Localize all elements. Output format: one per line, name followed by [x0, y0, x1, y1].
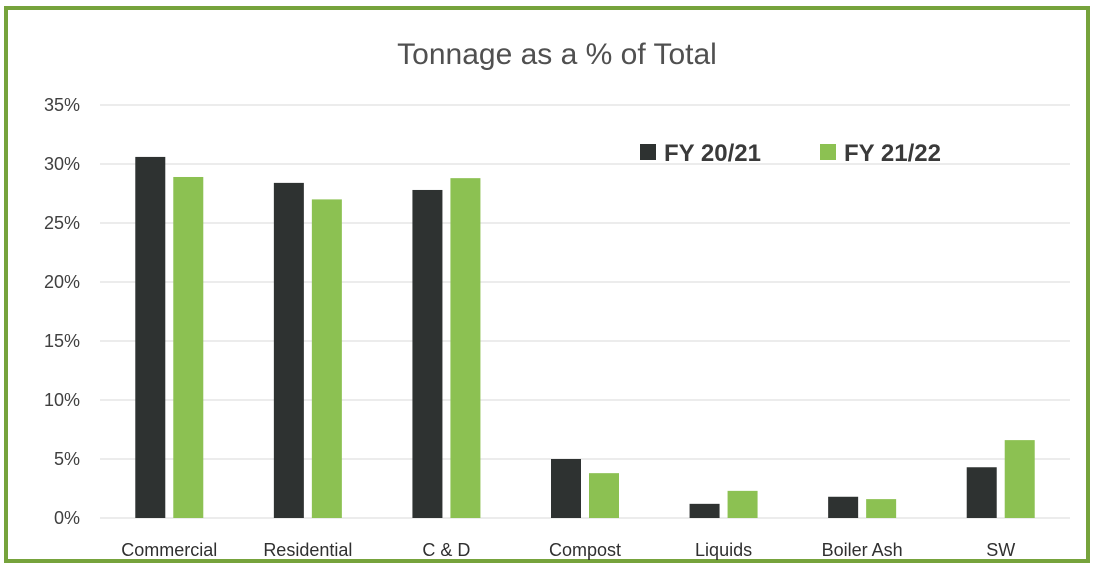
x-category-label: C & D	[422, 540, 470, 560]
bar-liquids-series-2	[727, 490, 758, 518]
x-category-label: Commercial	[121, 540, 217, 560]
bar-boiler-ash-series-1	[828, 496, 859, 518]
bar-compost-series-2	[589, 473, 619, 518]
bar-boiler-ash-series-2	[866, 499, 897, 518]
x-category-label: SW	[986, 540, 1015, 560]
bar-sw-series-2	[1004, 440, 1035, 518]
y-axis: 0% 5% 10% 15% 20% 25% 30% 35%	[44, 95, 80, 528]
y-tick-label: 0%	[54, 508, 80, 528]
legend-label: FY 20/21	[664, 140, 761, 167]
bar-residential-series-1	[273, 182, 304, 518]
bar-c-d-series-2	[450, 178, 481, 518]
x-axis: Commercial Residential C & D Compost Liquids…	[121, 540, 1015, 560]
bar-residential-series-2	[311, 199, 342, 518]
y-tick-label: 25%	[44, 213, 80, 233]
y-tick-label: 35%	[44, 95, 80, 115]
gridlines	[100, 104, 1070, 519]
bars	[135, 156, 1035, 519]
legend: FY 20/21 FY 21/22	[640, 140, 941, 167]
bar-liquids-series-1	[689, 503, 720, 518]
legend-swatch	[640, 144, 656, 160]
x-category-label: Residential	[263, 540, 352, 560]
x-category-label: Liquids	[695, 540, 752, 560]
legend-label: FY 21/22	[844, 140, 941, 167]
y-tick-label: 10%	[44, 390, 80, 410]
x-category-label: Boiler Ash	[822, 540, 903, 560]
bar-commercial-series-2	[173, 176, 204, 519]
y-tick-label: 5%	[54, 449, 80, 469]
legend-swatch	[820, 144, 836, 160]
x-category-label: Compost	[549, 540, 621, 560]
bar-commercial-series-1	[135, 156, 166, 519]
chart-title: Tonnage as a % of Total	[397, 38, 717, 71]
y-tick-label: 15%	[44, 331, 80, 351]
y-tick-label: 20%	[44, 272, 80, 292]
bar-sw-series-1	[966, 467, 997, 518]
bar-compost-series-1	[551, 459, 581, 518]
y-tick-label: 30%	[44, 154, 80, 174]
bar-c-d-series-1	[412, 189, 443, 518]
